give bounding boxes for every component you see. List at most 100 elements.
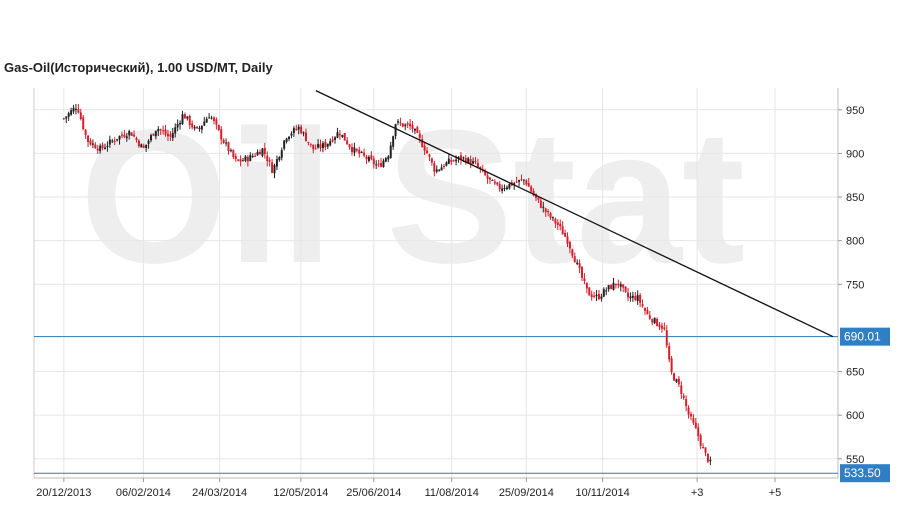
x-tick-label: +5 xyxy=(769,487,782,499)
candle-body xyxy=(319,144,322,148)
candle-body xyxy=(651,319,654,323)
candle-body xyxy=(254,155,257,157)
candle-body xyxy=(399,122,402,124)
candle-body xyxy=(96,148,99,151)
candle-body xyxy=(358,149,361,154)
candle-body xyxy=(464,157,467,164)
candle-body xyxy=(704,447,707,453)
candle-body xyxy=(94,144,97,149)
candle-body xyxy=(273,165,276,174)
candle-body xyxy=(367,156,370,161)
y-tick-label: 550 xyxy=(846,454,864,466)
candle-body xyxy=(602,289,605,297)
candle-body xyxy=(360,151,363,153)
candle-body xyxy=(261,148,264,156)
candle-body xyxy=(263,147,266,155)
candle-body xyxy=(113,140,116,142)
candle-body xyxy=(631,295,634,298)
candle-body xyxy=(491,179,494,181)
y-tick-label: 950 xyxy=(846,105,864,117)
candle-body xyxy=(544,208,547,213)
x-tick-label: 11/08/2014 xyxy=(425,487,479,499)
candle-body xyxy=(244,156,247,161)
candle-body xyxy=(101,144,104,148)
candle-body xyxy=(508,183,511,189)
candle-body xyxy=(455,159,458,162)
candle-body xyxy=(258,151,261,155)
candle-body xyxy=(677,378,680,385)
candle-body xyxy=(668,346,671,360)
candle-body xyxy=(694,422,697,428)
candle-body xyxy=(484,171,487,176)
candle-body xyxy=(692,418,695,423)
candle-body xyxy=(476,163,479,167)
candle-body xyxy=(660,325,663,329)
candle-body xyxy=(74,108,77,110)
candle-body xyxy=(108,139,111,145)
candle-body xyxy=(87,135,90,143)
candle-body xyxy=(300,126,303,134)
candle-body xyxy=(581,267,584,278)
candle-body xyxy=(89,140,92,145)
candle-body xyxy=(467,158,470,163)
candle-body xyxy=(353,147,356,153)
candle-body xyxy=(396,121,399,123)
candle-body xyxy=(588,287,591,296)
candle-body xyxy=(474,161,477,163)
candle-body xyxy=(653,317,656,324)
candle-body xyxy=(193,126,196,129)
candle-body xyxy=(162,130,165,132)
candle-body xyxy=(559,223,562,227)
y-tick-label: 750 xyxy=(846,279,864,291)
candle-body xyxy=(220,129,223,140)
candle-body xyxy=(72,107,75,112)
candle-body xyxy=(295,128,298,130)
candle-body xyxy=(348,144,351,148)
candle-body xyxy=(324,142,327,148)
candle-body xyxy=(346,140,349,145)
candle-body xyxy=(363,152,366,156)
candle-body xyxy=(416,127,419,133)
x-tick-label: 25/06/2014 xyxy=(346,487,401,499)
candle-body xyxy=(290,133,293,136)
candle-body xyxy=(670,358,673,372)
candle-body xyxy=(409,123,412,127)
y-tick-label: 850 xyxy=(846,192,864,204)
candle-body xyxy=(590,294,593,298)
candle-body xyxy=(309,143,312,145)
candle-body xyxy=(130,132,133,136)
trendline-line xyxy=(315,90,834,338)
candle-body xyxy=(469,158,472,165)
candle-body xyxy=(438,169,441,171)
candle-body xyxy=(682,395,685,398)
candle-body xyxy=(452,160,455,162)
candle-body xyxy=(188,115,191,126)
candle-body xyxy=(118,135,121,140)
candle-body xyxy=(551,217,554,219)
candle-body xyxy=(619,284,622,287)
candle-body xyxy=(380,163,383,167)
candle-body xyxy=(200,125,203,130)
candle-body xyxy=(198,127,201,130)
candle-body xyxy=(568,242,571,249)
candle-body xyxy=(135,138,138,140)
candle-body xyxy=(486,175,489,179)
candle-body xyxy=(496,182,499,185)
candle-body xyxy=(605,290,608,292)
candle-body xyxy=(133,134,136,137)
candle-body xyxy=(646,310,649,315)
candle-body xyxy=(627,292,630,298)
candle-body xyxy=(537,197,540,200)
candle-body xyxy=(84,129,87,136)
candle-body xyxy=(372,158,375,165)
candle-body xyxy=(554,218,557,224)
candle-body xyxy=(489,177,492,180)
candle-body xyxy=(505,187,508,189)
candle-body xyxy=(479,166,482,169)
x-tick-label: 20/12/2013 xyxy=(36,487,91,499)
candle-body xyxy=(239,159,242,162)
candle-body xyxy=(527,183,530,187)
candle-body xyxy=(658,324,661,328)
candle-body xyxy=(271,162,274,173)
